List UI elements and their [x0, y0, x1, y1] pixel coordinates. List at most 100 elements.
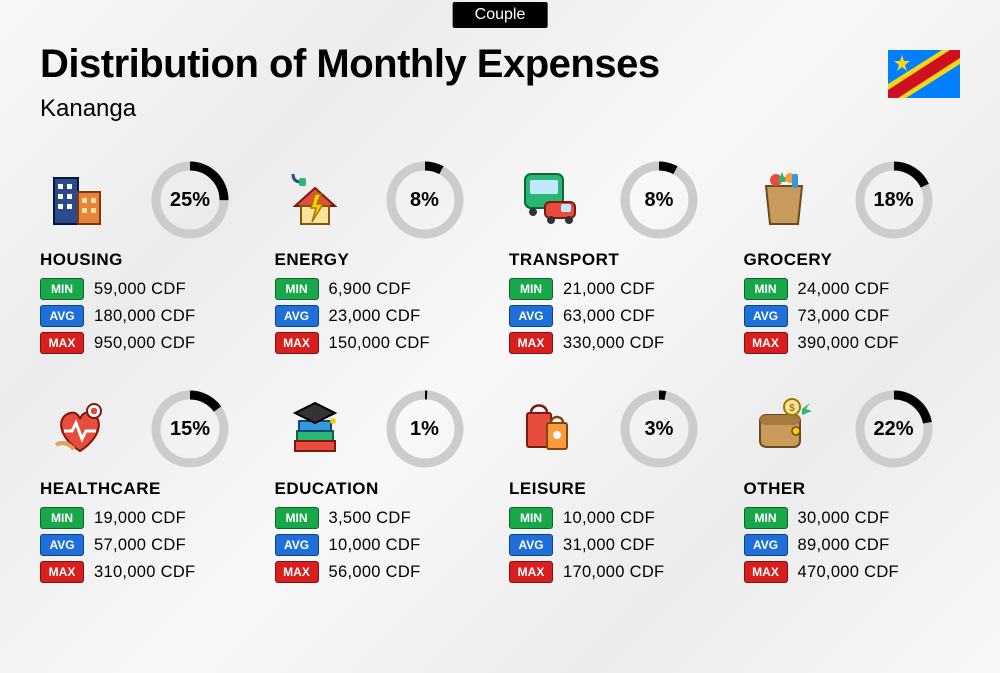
max-badge: MAX — [275, 561, 319, 583]
min-badge: MIN — [275, 507, 319, 529]
stat-min: MIN3,500 CDF — [275, 507, 492, 529]
other-icon: $ — [744, 389, 824, 469]
avg-badge: AVG — [40, 534, 84, 556]
min-value: 6,900 CDF — [329, 280, 412, 299]
category-card: 25% HOUSING MIN 59,000 CDF AVG 180,000 CDF MAX… — [40, 160, 257, 359]
stat-min: MIN 19,000 CDF — [40, 507, 257, 529]
percent-ring: 18% — [854, 160, 934, 240]
max-value: 330,000 CDF — [563, 334, 664, 353]
max-badge: MAX — [40, 332, 84, 354]
category-name: ENERGY — [275, 250, 492, 270]
buildings-icon — [40, 160, 120, 240]
min-badge: MIN — [509, 507, 553, 529]
category-name: EDUCATION — [275, 479, 492, 499]
category-card: 15%HEALTHCAREMIN19,000 CDFAVG57,000 CDFM… — [40, 389, 257, 588]
percent-value: 18% — [854, 160, 934, 240]
avg-badge: AVG — [509, 534, 553, 556]
max-value: 56,000 CDF — [329, 563, 421, 582]
max-value: 950,000 CDF — [94, 334, 195, 353]
stat-avg: AVG 57,000 CDF — [40, 534, 257, 556]
stat-avg: AVG 73,000 CDF — [744, 305, 961, 327]
percent-value: 8% — [619, 160, 699, 240]
stat-max: MAX150,000 CDF — [275, 332, 492, 354]
svg-text:$: $ — [789, 403, 795, 414]
stat-min: MIN 59,000 CDF — [40, 278, 257, 300]
avg-badge: AVG — [509, 305, 553, 327]
percent-ring: 25% — [150, 160, 230, 240]
min-value: 24,000 CDF — [798, 280, 890, 299]
stat-avg: AVG 63,000 CDF — [509, 305, 726, 327]
min-value: 59,000 CDF — [94, 280, 186, 299]
avg-badge: AVG — [744, 534, 788, 556]
category-card: 18% GROCERY MIN24,000 CDF AVG 73,000 CDF MAX3… — [744, 160, 961, 359]
percent-ring: 1% — [385, 389, 465, 469]
avg-value: 63,000 CDF — [563, 307, 655, 326]
stat-avg: AVG 180,000 CDF — [40, 305, 257, 327]
stat-max: MAX 56,000 CDF — [275, 561, 492, 583]
leisure-icon — [509, 389, 589, 469]
percent-value: 25% — [150, 160, 230, 240]
avg-value: 89,000 CDF — [798, 536, 890, 555]
min-value: 21,000 CDF — [563, 280, 655, 299]
max-badge: MAX — [744, 561, 788, 583]
stat-max: MAX310,000 CDF — [40, 561, 257, 583]
percent-ring: 3% — [619, 389, 699, 469]
stat-min: MIN24,000 CDF — [744, 278, 961, 300]
stat-avg: AVG23,000 CDF — [275, 305, 492, 327]
min-badge: MIN — [744, 507, 788, 529]
min-value: 10,000 CDF — [563, 509, 655, 528]
max-badge: MAX — [40, 561, 84, 583]
stat-max: MAX390,000 CDF — [744, 332, 961, 354]
flag-drc — [888, 50, 960, 98]
avg-badge: AVG — [40, 305, 84, 327]
min-badge: MIN — [40, 507, 84, 529]
education-icon — [275, 389, 355, 469]
stat-min: MIN 10,000 CDF — [509, 507, 726, 529]
max-badge: MAX — [509, 561, 553, 583]
percent-value: 1% — [385, 389, 465, 469]
avg-value: 57,000 CDF — [94, 536, 186, 555]
min-badge: MIN — [509, 278, 553, 300]
stat-max: MAX 950,000 CDF — [40, 332, 257, 354]
percent-ring: 15% — [150, 389, 230, 469]
avg-badge: AVG — [275, 534, 319, 556]
avg-value: 23,000 CDF — [329, 307, 421, 326]
percent-value: 22% — [854, 389, 934, 469]
healthcare-icon — [40, 389, 120, 469]
category-card: 3% LEISURE MIN 10,000 CDF AVG 31,000 CDF MAX 17… — [509, 389, 726, 588]
tab-label: Couple — [453, 2, 548, 28]
percent-ring: 8% — [385, 160, 465, 240]
avg-value: 73,000 CDF — [798, 307, 890, 326]
category-name: OTHER — [744, 479, 961, 499]
percent-value: 3% — [619, 389, 699, 469]
avg-value: 10,000 CDF — [329, 536, 421, 555]
max-value: 170,000 CDF — [563, 563, 664, 582]
stat-min: MIN 6,900 CDF — [275, 278, 492, 300]
page-subtitle: Kananga — [40, 95, 660, 123]
stat-avg: AVG 89,000 CDF — [744, 534, 961, 556]
stat-min: MIN30,000 CDF — [744, 507, 961, 529]
stat-avg: AVG 10,000 CDF — [275, 534, 492, 556]
category-card: 1% EDUCATION MIN3,500 CDF AVG 10,000 CDF MAX 5… — [275, 389, 492, 588]
avg-badge: AVG — [744, 305, 788, 327]
transport-icon — [509, 160, 589, 240]
min-value: 19,000 CDF — [94, 509, 186, 528]
category-name: LEISURE — [509, 479, 726, 499]
percent-value: 8% — [385, 160, 465, 240]
min-badge: MIN — [275, 278, 319, 300]
categories-grid: 25% HOUSING MIN 59,000 CDF AVG 180,000 CDF MAX… — [40, 160, 960, 588]
avg-value: 180,000 CDF — [94, 307, 195, 326]
percent-ring: 8% — [619, 160, 699, 240]
category-name: GROCERY — [744, 250, 961, 270]
page-title: Distribution of Monthly Expenses — [40, 42, 660, 87]
energy-icon — [275, 160, 355, 240]
stat-min: MIN 21,000 CDF — [509, 278, 726, 300]
stat-max: MAX 470,000 CDF — [744, 561, 961, 583]
category-card: $22% OTHER MIN30,000 CDF AVG 89,000 CDF MAX 47… — [744, 389, 961, 588]
max-value: 150,000 CDF — [329, 334, 430, 353]
avg-value: 31,000 CDF — [563, 536, 655, 555]
min-badge: MIN — [40, 278, 84, 300]
percent-ring: 22% — [854, 389, 934, 469]
category-name: HOUSING — [40, 250, 257, 270]
max-value: 470,000 CDF — [798, 563, 899, 582]
